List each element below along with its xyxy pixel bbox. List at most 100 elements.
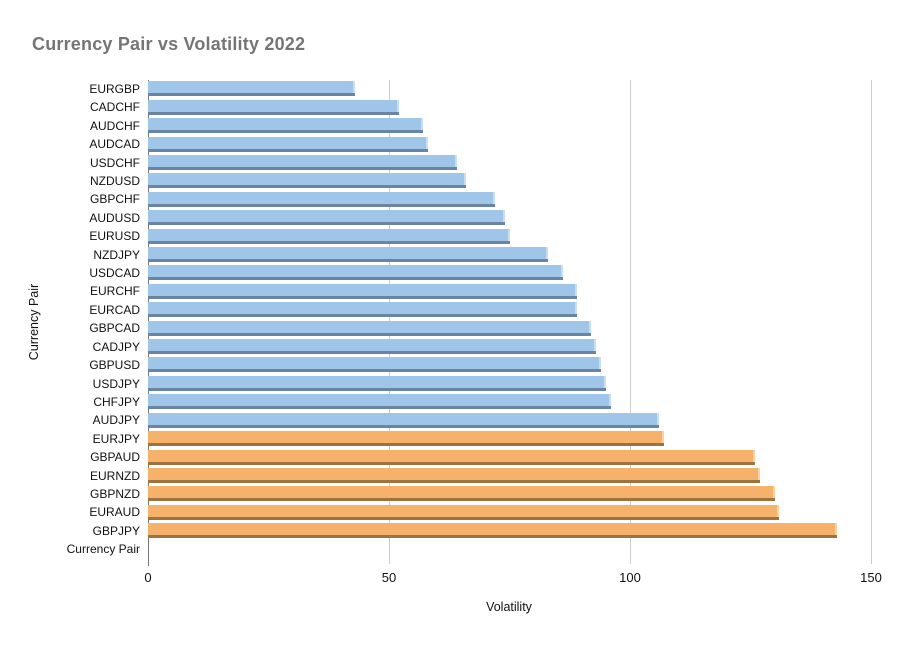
bar-area [148,485,902,503]
bar-area [148,190,902,208]
category-label: GBPAUD [90,450,140,465]
bar[interactable] [148,173,467,189]
x-tick-label: 50 [381,570,397,585]
bar[interactable] [148,486,775,502]
category-label: CADCHF [90,100,140,115]
bar-row: USDCHF [0,154,902,172]
category-label: USDCAD [89,266,140,281]
bar[interactable] [148,136,428,152]
bar-area [148,98,902,116]
bar[interactable] [148,320,592,336]
x-tick-label: 0 [144,570,152,585]
bar-row: GBPAUD [0,448,902,466]
bar-row: EURCAD [0,301,902,319]
bar-area [148,338,902,356]
category-label: GBPNZD [89,486,140,501]
x-tick-label: 150 [860,570,882,585]
category-label: USDJPY [92,376,140,391]
bar-area [148,227,902,245]
bar-row: GBPCHF [0,190,902,208]
bar-area [148,264,902,282]
bar[interactable] [148,228,510,244]
bar[interactable] [148,412,659,428]
category-label: NZDJPY [93,247,140,262]
bar-area [148,301,902,319]
category-label: GBPCAD [89,321,140,336]
category-label: EURUSD [89,229,140,244]
bar-area [148,411,902,429]
bar-row: AUDUSD [0,209,902,227]
bar-row: Currency Pair [0,540,902,558]
category-label: EURCHF [90,284,140,299]
category-label: CHFJPY [93,394,140,409]
bar[interactable] [148,283,577,299]
bar-row: EURGBP [0,80,902,98]
bar-row: GBPUSD [0,356,902,374]
bar-area [148,375,902,393]
bar-area [148,393,902,411]
bar-row: NZDUSD [0,172,902,190]
category-label: AUDUSD [89,210,140,225]
bar[interactable] [148,504,780,520]
bar[interactable] [148,118,423,134]
bar[interactable] [148,81,356,97]
category-label: GBPJPY [92,523,140,538]
bar[interactable] [148,155,457,171]
bar-area [148,117,902,135]
bar[interactable] [148,99,399,115]
category-label: GBPCHF [89,192,140,207]
bar-row: USDCAD [0,264,902,282]
category-label: EURCAD [89,302,140,317]
bar[interactable] [148,265,563,281]
category-label: USDCHF [90,155,140,170]
bar-area [148,503,902,521]
category-label: EURJPY [92,431,140,446]
bar-area [148,80,902,98]
bar-area [148,522,902,540]
category-label: EURAUD [89,505,140,520]
category-label: Currency Pair [66,542,140,557]
bar[interactable] [148,357,602,373]
chart-title: Currency Pair vs Volatility 2022 [32,34,306,54]
bar-area [148,172,902,190]
category-label: AUDCHF [90,118,140,133]
bar[interactable] [148,523,838,539]
bar[interactable] [148,394,611,410]
bar-row: NZDJPY [0,246,902,264]
bar-row: EURUSD [0,227,902,245]
bar-row: CHFJPY [0,393,902,411]
bar-area [148,356,902,374]
bar-area [148,282,902,300]
x-axis-title: Volatility [486,600,532,614]
bar[interactable] [148,339,597,355]
bar[interactable] [148,375,606,391]
bar[interactable] [148,247,549,263]
bar-area [148,467,902,485]
bar[interactable] [148,431,664,447]
bar-row: CADCHF [0,98,902,116]
category-label: GBPUSD [89,358,140,373]
bar-area [148,246,902,264]
bar-row: AUDJPY [0,411,902,429]
bar-row: GBPNZD [0,485,902,503]
bar[interactable] [148,467,761,483]
bar-row: AUDCAD [0,135,902,153]
bar[interactable] [148,302,577,318]
bar[interactable] [148,191,495,207]
bar[interactable] [148,210,505,226]
x-tick-label: 100 [619,570,641,585]
bar-row: EURAUD [0,503,902,521]
bar-row: CADJPY [0,338,902,356]
bar-area [148,154,902,172]
bar-row: EURJPY [0,430,902,448]
bar-row: USDJPY [0,375,902,393]
bar-area [148,209,902,227]
y-axis-title: Currency Pair [27,283,41,361]
bar-row: AUDCHF [0,117,902,135]
bar-area [148,448,902,466]
bar-area [148,540,902,558]
category-label: AUDJPY [92,413,140,428]
bar-area [148,135,902,153]
bar[interactable] [148,449,756,465]
